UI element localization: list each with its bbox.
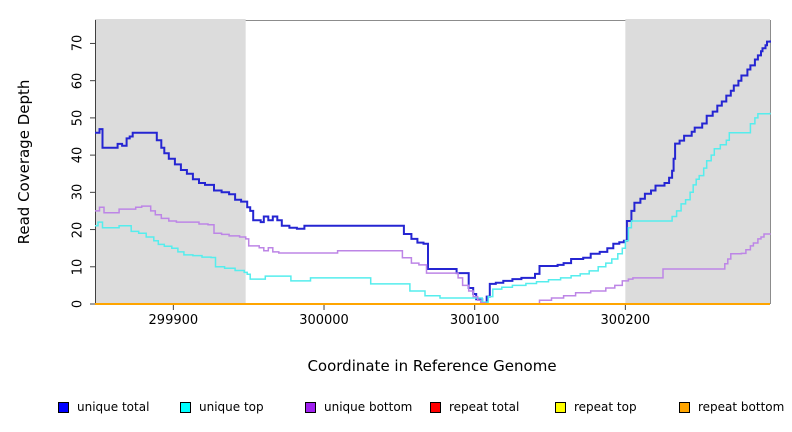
legend-item-repeat-bottom: repeat bottom bbox=[679, 400, 785, 414]
legend-swatch-icon bbox=[430, 401, 441, 413]
x-tick-label: 300200 bbox=[600, 313, 651, 328]
y-tick-label: 70 bbox=[70, 35, 86, 52]
legend-swatch-icon bbox=[180, 401, 191, 413]
legend-swatch-icon bbox=[679, 401, 690, 413]
x-tick-label: 299900 bbox=[148, 313, 199, 328]
legend-swatch-icon bbox=[58, 401, 69, 413]
legend-item-unique-total: unique total bbox=[58, 400, 150, 414]
legend-item-unique-bottom: unique bottom bbox=[305, 400, 413, 414]
legend-item-unique-top: unique top bbox=[180, 400, 264, 414]
legend-label: unique total bbox=[77, 400, 150, 414]
y-tick-label: 20 bbox=[70, 221, 86, 238]
x-tick-label: 300100 bbox=[449, 313, 500, 328]
y-tick-label: 40 bbox=[70, 146, 86, 164]
y-axis-title: Read Coverage Depth bbox=[15, 79, 33, 245]
legend-label: unique top bbox=[199, 400, 264, 414]
shaded-region bbox=[625, 19, 770, 304]
legend-item-repeat-total: repeat total bbox=[430, 400, 520, 414]
y-tick-label: 10 bbox=[70, 258, 86, 276]
shaded-region bbox=[95, 19, 246, 304]
y-tick-label: 60 bbox=[70, 72, 86, 89]
series-unique-bottom bbox=[95, 205, 771, 305]
x-axis-title: Coordinate in Reference Genome bbox=[307, 357, 557, 375]
series-unique-top bbox=[95, 112, 771, 303]
legend-label: repeat bottom bbox=[698, 400, 785, 414]
legend-item-repeat-top: repeat top bbox=[555, 400, 637, 414]
legend-swatch-icon bbox=[555, 401, 566, 413]
legend-label: unique bottom bbox=[324, 400, 413, 414]
y-tick-label: 50 bbox=[70, 109, 86, 127]
y-tick-label: 0 bbox=[70, 299, 86, 309]
series-unique-total bbox=[95, 40, 771, 304]
x-tick-label: 300000 bbox=[299, 313, 349, 328]
legend-label: repeat total bbox=[449, 400, 520, 414]
y-tick-label: 30 bbox=[70, 184, 86, 201]
legend-swatch-icon bbox=[305, 401, 316, 413]
legend-label: repeat top bbox=[574, 400, 637, 414]
